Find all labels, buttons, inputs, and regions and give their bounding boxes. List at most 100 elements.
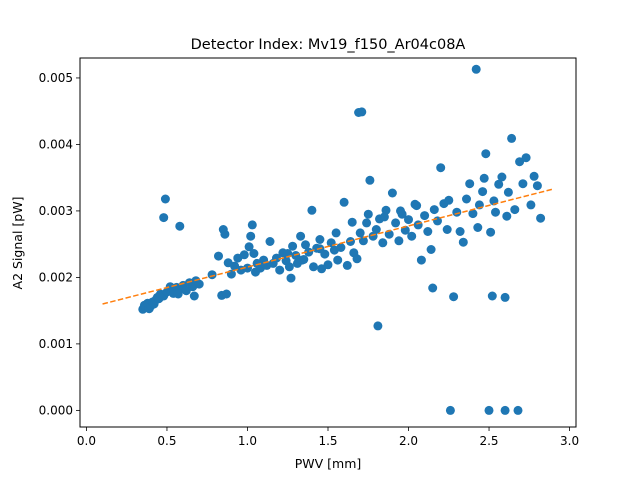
x-axis-label: PWV [mm] [295,456,362,471]
data-point [339,197,349,207]
data-point [265,237,275,246]
data-point [165,282,175,292]
data-point [521,153,531,163]
data-point [394,236,404,246]
data-point [357,107,367,117]
data-point [194,279,204,289]
data-point [159,213,169,223]
data-point [442,225,452,234]
fit-line [102,188,554,305]
data-point [355,228,365,238]
data-point [296,231,306,241]
data-point [468,209,478,219]
data-point [239,250,249,260]
data-point [518,179,528,189]
data-point [347,217,357,227]
data-point [503,187,513,197]
data-point [536,213,546,223]
data-point [407,231,417,241]
data-point [363,209,373,219]
data-point [342,260,352,270]
data-point [379,212,389,222]
data-point [491,207,500,217]
data-point [371,225,381,234]
data-point [532,181,542,191]
fit-layer [102,188,554,305]
chart-title: Detector Index: Mv19_f150_Ar04c08A [191,37,466,53]
data-point [494,179,504,189]
data-point [362,218,372,228]
data-point [426,245,436,254]
data-point [429,205,439,215]
data-point [189,291,199,301]
y-tick-label: 0.002 [39,271,73,285]
data-point [412,201,422,211]
data-point [497,172,507,182]
data-point [173,289,183,299]
data-point [249,249,259,258]
data-point [284,262,294,272]
data-point [307,205,317,215]
data-point [481,149,491,159]
data-point [336,243,346,252]
data-point [526,200,536,210]
data-point [416,255,426,265]
y-tick-label: 0.005 [39,71,73,85]
data-point [423,227,433,236]
data-point [513,405,523,415]
data-point [465,179,475,189]
data-point [484,405,494,415]
data-point [529,171,539,181]
data-point [471,64,481,74]
x-tick-label: 1.0 [238,434,257,448]
data-point [404,215,413,225]
data-point [462,194,471,204]
x-tick-label: 1.5 [318,434,337,448]
data-point [301,240,310,250]
data-point [358,236,368,246]
data-point [502,211,512,221]
data-point [420,211,430,221]
data-point [387,188,397,198]
data-point [288,241,298,251]
data-point [500,292,510,302]
data-point [378,238,388,248]
x-axis: 0.0 0.5 1.0 1.5 2.0 2.5 3.0 [77,427,579,448]
data-point [436,163,446,173]
data-point [331,228,341,238]
data-point [181,286,191,296]
data-point [500,405,510,415]
x-tick-label: 2.5 [479,434,498,448]
data-point [365,175,375,185]
data-point [246,231,256,241]
y-tick-label: 0.003 [39,204,73,218]
data-point [304,247,314,257]
data-point [230,261,240,271]
y-tick-label: 0.000 [39,404,73,418]
data-point [413,220,423,230]
data-point [175,221,185,231]
data-point [315,235,325,244]
data-point [510,205,520,215]
data-point [479,173,489,183]
data-point [391,218,401,228]
data-point [455,227,465,236]
data-point [222,289,231,299]
data-point [449,292,459,302]
data-point [373,321,383,331]
data-point [220,229,230,239]
data-point [515,157,525,167]
data-point [507,133,517,143]
y-tick-label: 0.004 [39,138,73,152]
y-axis-label: A2 Signal [pW] [10,197,25,290]
data-point [473,223,483,232]
data-point [207,270,217,280]
x-tick-label: 0.0 [77,434,96,448]
data-point [478,187,488,197]
x-tick-label: 2.0 [399,434,418,448]
data-point [352,254,362,264]
data-point [275,265,285,275]
data-point [458,237,468,247]
data-point [317,264,327,274]
